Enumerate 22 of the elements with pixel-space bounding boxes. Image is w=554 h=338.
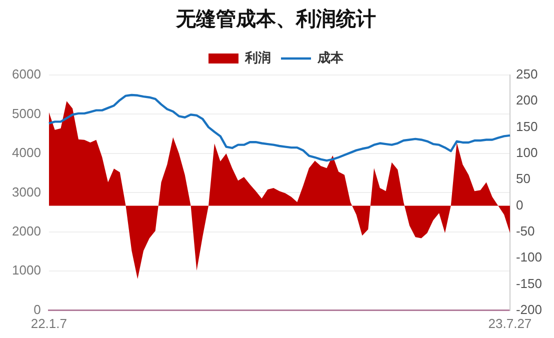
x-tick-label: 22.1.7 [30,316,67,331]
y2-tick-label: 0 [516,197,524,212]
y2-tick-label: 200 [516,92,538,108]
y2-tick-label: 250 [516,66,538,82]
y2-tick-label: 150 [516,118,538,134]
y-tick-label: 1000 [12,262,41,278]
y-tick-label: 2000 [12,224,41,239]
y2-tick-label: 100 [516,145,538,160]
y-tick-label: 4000 [12,145,41,160]
legend-label: 成本 [316,50,344,66]
y-tick-label: 6000 [12,66,41,82]
y-tick-label: 5000 [12,106,41,121]
legend-label: 利润 [244,50,271,66]
y-tick-label: 0 [34,302,41,317]
y2-tick-label: -100 [516,250,542,265]
y-tick-label: 3000 [12,184,41,200]
y2-tick-label: -50 [516,224,535,239]
x-tick-label: 23.7.27 [488,316,532,331]
y2-tick-label: -200 [516,302,542,317]
chart-title: 无缝管成本、利润统计 [175,8,376,31]
y2-tick-label: -150 [516,276,542,291]
y2-tick-label: 50 [516,171,530,186]
